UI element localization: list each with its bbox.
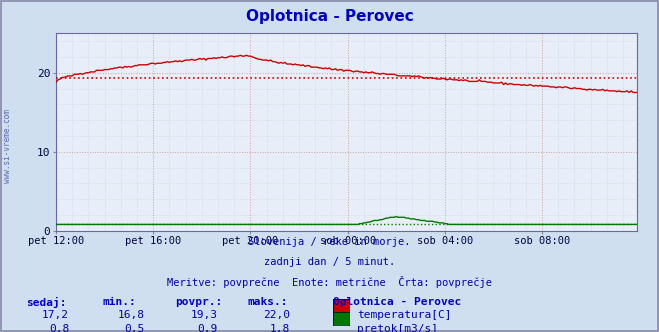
Text: sedaj:: sedaj: bbox=[26, 297, 67, 308]
Text: www.si-vreme.com: www.si-vreme.com bbox=[3, 109, 13, 183]
Text: Meritve: povprečne  Enote: metrične  Črta: povprečje: Meritve: povprečne Enote: metrične Črta:… bbox=[167, 276, 492, 288]
Text: 22,0: 22,0 bbox=[263, 310, 290, 320]
Text: povpr.:: povpr.: bbox=[175, 297, 222, 307]
Text: maks.:: maks.: bbox=[247, 297, 287, 307]
Text: 19,3: 19,3 bbox=[190, 310, 217, 320]
Text: 0,9: 0,9 bbox=[197, 324, 217, 332]
Text: 0,5: 0,5 bbox=[125, 324, 145, 332]
Text: 0,8: 0,8 bbox=[49, 324, 69, 332]
Text: 17,2: 17,2 bbox=[42, 310, 69, 320]
Text: temperatura[C]: temperatura[C] bbox=[357, 310, 451, 320]
Text: pretok[m3/s]: pretok[m3/s] bbox=[357, 324, 438, 332]
Text: Oplotnica - Perovec: Oplotnica - Perovec bbox=[333, 297, 461, 307]
Text: 16,8: 16,8 bbox=[118, 310, 145, 320]
Text: zadnji dan / 5 minut.: zadnji dan / 5 minut. bbox=[264, 257, 395, 267]
Text: Slovenija / reke in morje.: Slovenija / reke in morje. bbox=[248, 237, 411, 247]
Text: Oplotnica - Perovec: Oplotnica - Perovec bbox=[246, 9, 413, 24]
Text: 1,8: 1,8 bbox=[270, 324, 290, 332]
Text: min.:: min.: bbox=[102, 297, 136, 307]
